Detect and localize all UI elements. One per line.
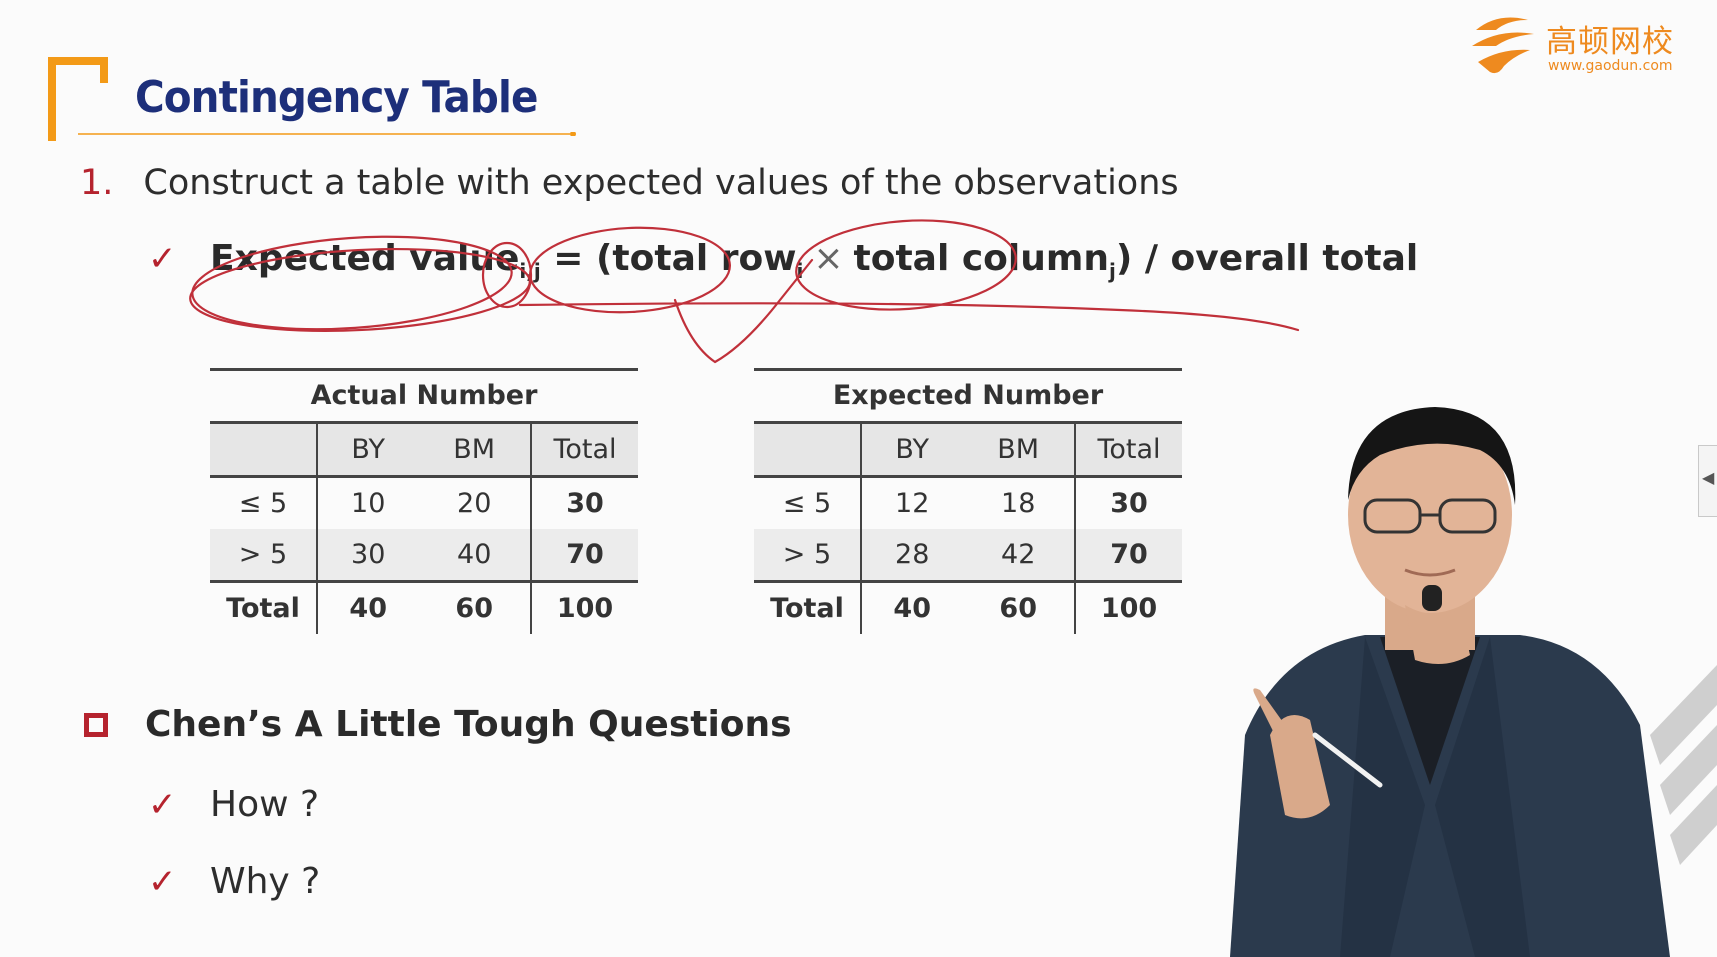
- formula-col-sub: j: [1109, 259, 1116, 284]
- logo-url: www.gaodun.com: [1548, 58, 1673, 74]
- table-cell: > 5: [754, 529, 862, 582]
- formula-col: total column: [853, 238, 1110, 279]
- table-cell: 100: [530, 580, 638, 634]
- step-line: 1. Construct a table with expected values…: [80, 163, 1179, 203]
- table-cell: Total: [754, 580, 862, 634]
- formula-lhs: Expected value: [210, 238, 520, 279]
- header-cell: BM: [418, 421, 531, 478]
- times-symbol: ×: [813, 238, 844, 279]
- presenter-video: [1230, 407, 1717, 957]
- formula-rest: ) / overall total: [1115, 238, 1419, 279]
- table-cell: 42: [962, 529, 1075, 582]
- header-cell: Total: [530, 421, 638, 478]
- list-item: ✓ How ?: [148, 784, 319, 825]
- slide-title: Contingency Table: [135, 72, 538, 123]
- table-cell: 30: [317, 529, 419, 582]
- table-row: Total 40 60 100: [210, 580, 638, 634]
- step-number: 1.: [80, 163, 114, 203]
- table-cell: 28: [861, 529, 963, 582]
- table-cell: 30: [530, 476, 638, 529]
- check-icon: ✓: [148, 862, 177, 902]
- table-cell: Total: [210, 580, 318, 634]
- title-bracket-icon: [48, 57, 108, 141]
- table-cell: 10: [351, 488, 386, 519]
- list-item-text: Why ?: [210, 861, 321, 902]
- table-cell: 40: [418, 529, 531, 582]
- logo-text: 高顿网校: [1546, 24, 1674, 60]
- formula-lhs-sub: i,j: [519, 259, 541, 284]
- table-header-row: BY BM Total: [754, 421, 1182, 478]
- formula-row-sub: i: [796, 259, 804, 284]
- table-cell: 100: [1074, 580, 1182, 634]
- square-bullet-icon: [84, 713, 108, 737]
- formula-eq: = (total row: [540, 238, 797, 279]
- table-cell: > 5: [210, 529, 318, 582]
- table-cell: 40: [317, 580, 419, 634]
- table-cell: 70: [1074, 529, 1182, 582]
- list-item: ✓ Why ?: [148, 861, 320, 902]
- table-header-row: BY BM Total: [210, 421, 638, 478]
- table-row: > 5 28 42 70: [754, 529, 1182, 582]
- header-cell: BY: [317, 421, 419, 478]
- check-icon: ✓: [148, 239, 177, 279]
- table-cell: 40: [861, 580, 963, 634]
- table-row: ≤ 5 12 18 30: [754, 476, 1182, 529]
- table-row: Total 40 60 100: [754, 580, 1182, 634]
- header-cell: BY: [861, 421, 963, 478]
- table-cell: 70: [530, 529, 638, 582]
- formula: ✓ Expected valuei,j = (total rowi × total c…: [148, 238, 1418, 283]
- table-cell: ≤ 5: [754, 476, 862, 529]
- expected-number-table: Expected Number BY BM Total ≤ 5 12 18 30…: [754, 368, 1182, 634]
- table-cell: 30: [1074, 476, 1182, 529]
- table-cell: ≤ 5: [210, 476, 318, 529]
- gaodun-logo-icon: [1472, 17, 1534, 74]
- table-cell: 60: [418, 580, 531, 634]
- header-cell: Total: [1074, 421, 1182, 478]
- table-cell: 18: [1001, 488, 1036, 519]
- table-caption: Expected Number: [754, 368, 1182, 421]
- table-cell: 12: [895, 488, 930, 519]
- actual-number-table: Actual Number BY BM Total ≤ 5 10 20 30 >…: [210, 368, 638, 634]
- table-caption: Actual Number: [210, 368, 638, 421]
- side-panel-toggle[interactable]: ◀: [1698, 445, 1717, 517]
- header-cell: [210, 421, 318, 478]
- gaodun-logo: 高顿网校 www.gaodun.com: [1468, 8, 1703, 80]
- step-text: Construct a table with expected values o…: [143, 163, 1179, 203]
- list-item-text: How ?: [210, 784, 320, 825]
- table-row: > 5 30 40 70: [210, 529, 638, 582]
- chevron-left-icon: ◀: [1702, 468, 1715, 487]
- header-cell: BM: [962, 421, 1075, 478]
- table-row: ≤ 5 10 20 30: [210, 476, 638, 529]
- table-cell: 60: [962, 580, 1075, 634]
- table-cell: 20: [457, 488, 492, 519]
- check-icon: ✓: [148, 785, 177, 825]
- header-cell: [754, 421, 862, 478]
- title-underline: [78, 132, 576, 136]
- section-title: Chen’s A Little Tough Questions: [145, 704, 792, 745]
